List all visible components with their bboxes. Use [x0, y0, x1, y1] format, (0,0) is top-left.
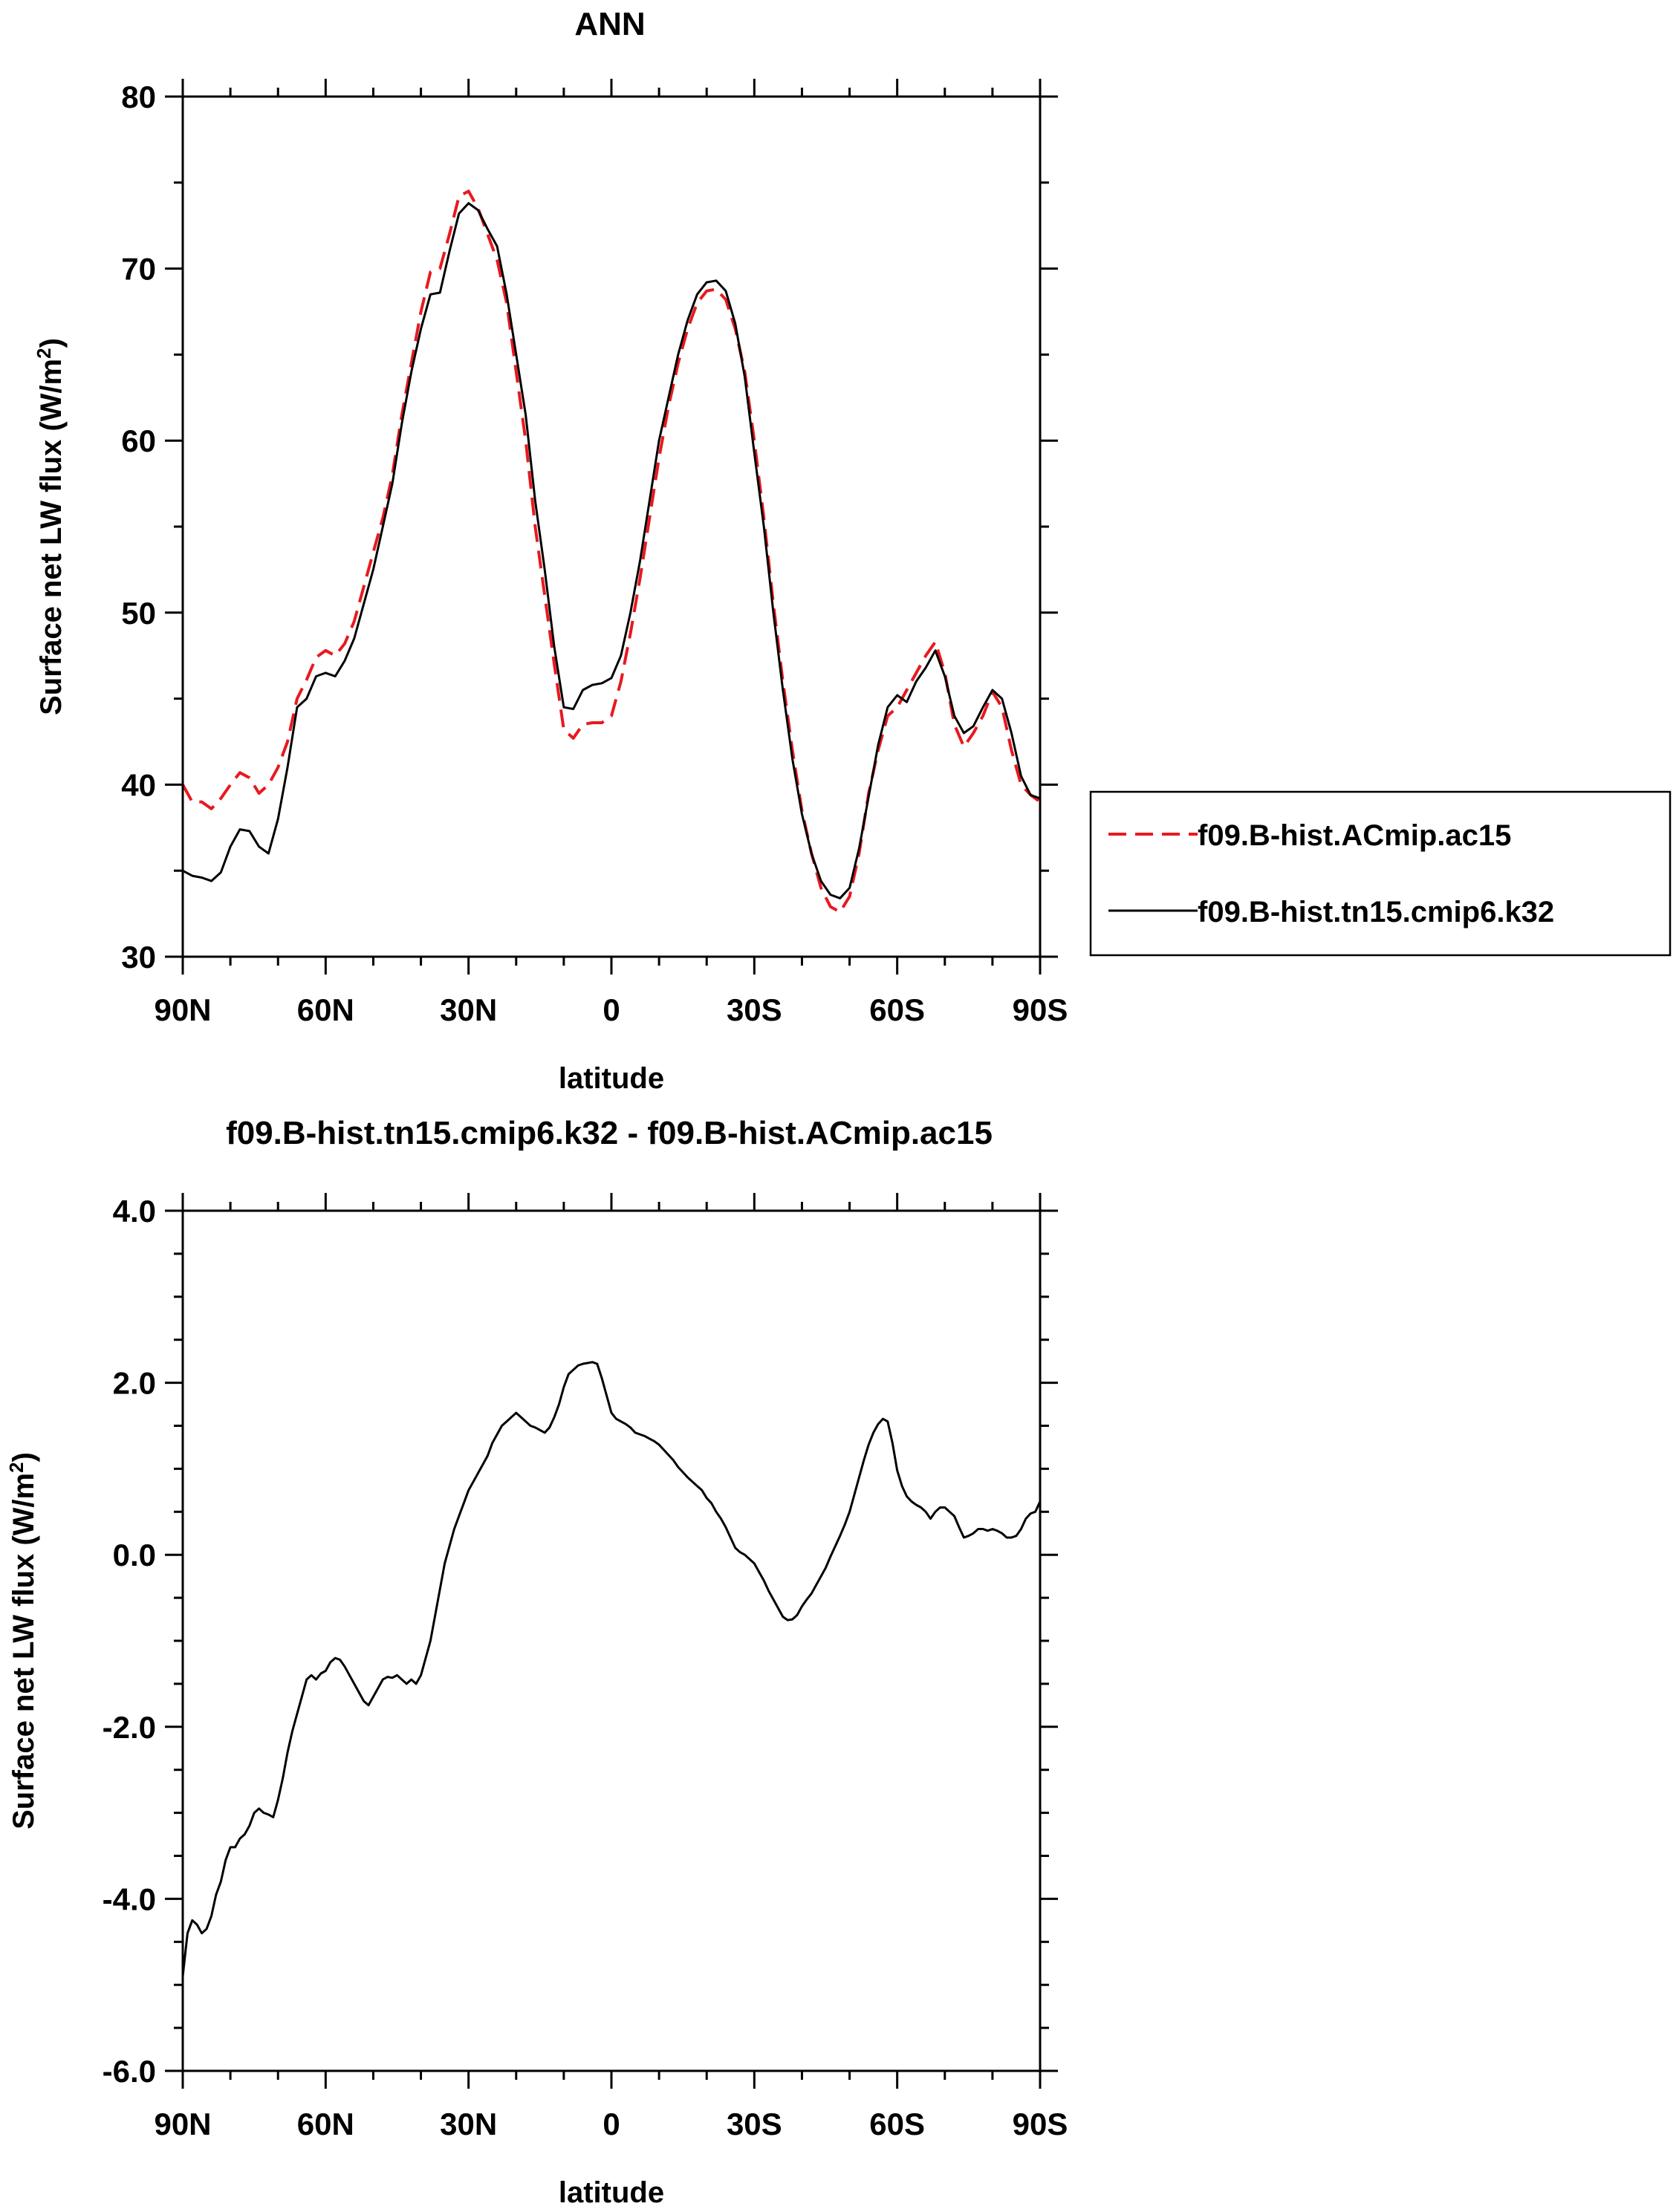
series-line-1: [181, 1361, 1042, 1977]
x-tick-label: 60S: [869, 992, 925, 1027]
chart-bottom-plot-frame: [181, 1209, 1042, 2072]
x-tick-label: 30N: [440, 992, 497, 1027]
chart-bottom-ylabel-sup: 2: [5, 1462, 27, 1472]
y-tick-label: 4.0: [113, 1194, 156, 1229]
legend-entry-1: f09.B-hist.ACmip.ac15: [1198, 819, 1511, 852]
chart-top: ANN 30 40 50 60 70 80 90N 60N 30N 0 30S 60S 90S lati…: [33, 6, 1672, 1095]
x-tick-label: 90S: [1013, 992, 1068, 1027]
x-tick-label: 90N: [154, 992, 211, 1027]
chart-top-ylabel-main: Surface net LW flux (W/m: [35, 359, 68, 715]
x-tick-label: 30S: [727, 2107, 782, 2141]
y-tick-label: -4.0: [103, 1881, 156, 1916]
chart-top-xlabel: latitude: [559, 1062, 664, 1095]
y-tick-label: 0.0: [113, 1538, 156, 1572]
x-tick-label: 60N: [297, 992, 354, 1027]
x-tick-label: 0: [603, 992, 620, 1027]
chart-top-ticks: [165, 79, 1058, 975]
legend-entry-2: f09.B-hist.tn15.cmip6.k32: [1198, 896, 1554, 928]
y-tick-label: 50: [121, 596, 156, 631]
chart-top-ylabel-sup: 2: [33, 348, 55, 358]
chart-top-ylabel: Surface net LW flux (W/m2): [33, 338, 68, 715]
chart-top-legend: f09.B-hist.ACmip.ac15 f09.B-hist.tn15.cm…: [1089, 790, 1672, 957]
y-tick-label: 30: [121, 940, 156, 975]
chart-bottom-ylabel-main: Surface net LW flux (W/m: [7, 1473, 40, 1829]
chart-bottom-title: f09.B-hist.tn15.cmip6.k32 - f09.B-hist.A…: [226, 1115, 993, 1151]
chart-bottom-tick-labels: -6.0 -4.0 -2.0 0.0 2.0 4.0 90N 60N 30N 0 30S 60S 90S: [103, 1194, 1068, 2141]
y-tick-label: 2.0: [113, 1366, 156, 1401]
series-line-1: [181, 189, 1042, 914]
x-tick-label: 30N: [440, 2107, 497, 2141]
x-tick-label: 0: [603, 2107, 620, 2141]
chart-top-ylabel-close: ): [35, 338, 68, 348]
y-tick-label: 70: [121, 252, 156, 287]
chart-top-title: ANN: [574, 6, 645, 42]
chart-bottom-ylabel-close: ): [7, 1452, 40, 1462]
x-tick-label: 90N: [154, 2107, 211, 2141]
y-tick-label: 60: [121, 423, 156, 458]
x-tick-label: 60S: [869, 2107, 925, 2141]
chart-bottom-series: [181, 1361, 1042, 1977]
x-tick-label: 30S: [727, 992, 782, 1027]
chart-bottom-ticks: [165, 1193, 1058, 2089]
y-tick-label: 80: [121, 79, 156, 114]
chart-top-tick-labels: 30 40 50 60 70 80 90N 60N 30N 0 30S 60S 90S: [121, 79, 1068, 1027]
chart-top-series: [181, 189, 1042, 914]
chart-bottom-xlabel: latitude: [559, 2176, 664, 2209]
legend-box: [1089, 790, 1672, 957]
x-tick-label: 60N: [297, 2107, 354, 2141]
series-line-2: [182, 202, 1041, 900]
chart-top-plot-frame: [181, 95, 1042, 958]
chart-bottom: f09.B-hist.tn15.cmip6.k32 - f09.B-hist.A…: [5, 1115, 1068, 2209]
chart-bottom-ylabel: Surface net LW flux (W/m2): [5, 1452, 40, 1829]
y-tick-label: -6.0: [103, 2054, 156, 2089]
y-tick-label: -2.0: [103, 1710, 156, 1745]
x-tick-label: 90S: [1013, 2107, 1068, 2141]
y-tick-label: 40: [121, 767, 156, 802]
